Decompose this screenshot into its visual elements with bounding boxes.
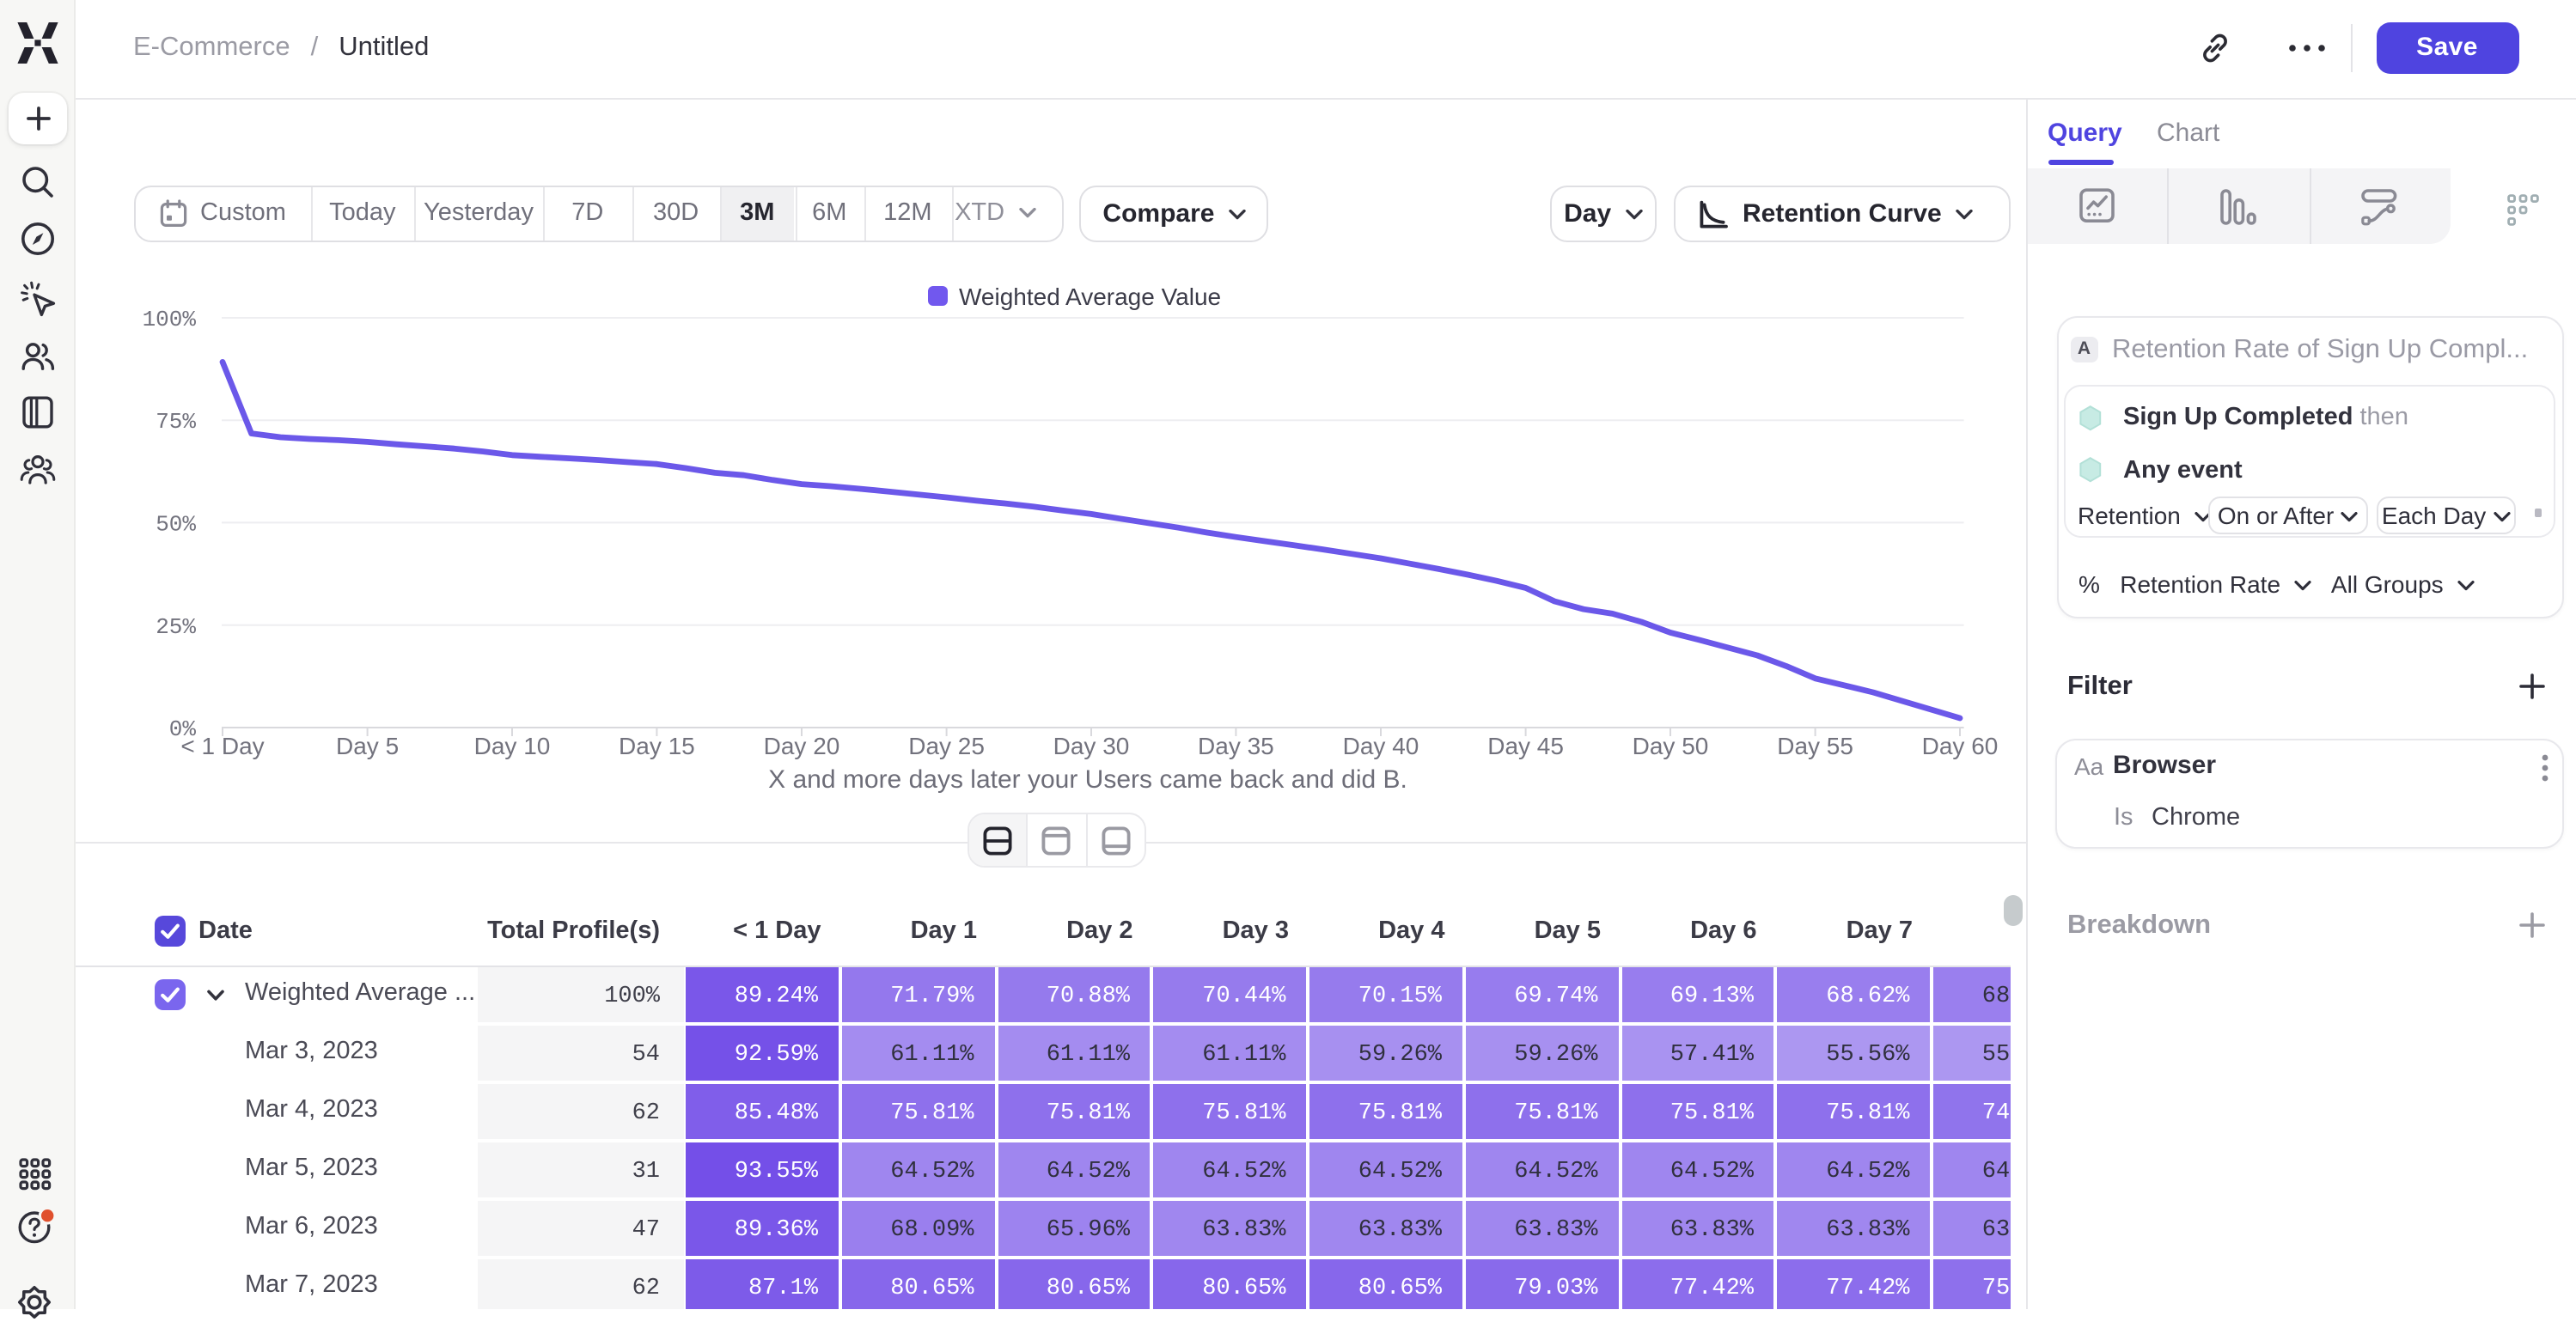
svg-text:Day 30: Day 30 bbox=[1053, 733, 1130, 759]
svg-text:Day 20: Day 20 bbox=[764, 733, 840, 759]
svg-text:Day 50: Day 50 bbox=[1633, 733, 1709, 759]
svg-text:50%: 50% bbox=[156, 512, 196, 538]
svg-text:Day 35: Day 35 bbox=[1198, 733, 1274, 759]
svg-text:Weighted Average Value: Weighted Average Value bbox=[959, 283, 1221, 310]
svg-text:Day 25: Day 25 bbox=[908, 733, 985, 759]
svg-text:100%: 100% bbox=[143, 307, 197, 332]
svg-text:< 1 Day: < 1 Day bbox=[180, 733, 264, 759]
svg-text:Day 60: Day 60 bbox=[1922, 733, 1999, 759]
svg-text:Day 55: Day 55 bbox=[1777, 733, 1853, 759]
svg-text:0%: 0% bbox=[169, 716, 197, 742]
svg-text:Day 10: Day 10 bbox=[474, 733, 551, 759]
svg-text:Day 5: Day 5 bbox=[336, 733, 399, 759]
svg-text:X and more days later your Use: X and more days later your Users came ba… bbox=[768, 765, 1407, 794]
svg-text:25%: 25% bbox=[156, 614, 196, 640]
svg-text:Day 45: Day 45 bbox=[1487, 733, 1564, 759]
svg-text:Day 40: Day 40 bbox=[1343, 733, 1419, 759]
svg-text:Day 15: Day 15 bbox=[619, 733, 695, 759]
svg-text:75%: 75% bbox=[156, 409, 196, 435]
